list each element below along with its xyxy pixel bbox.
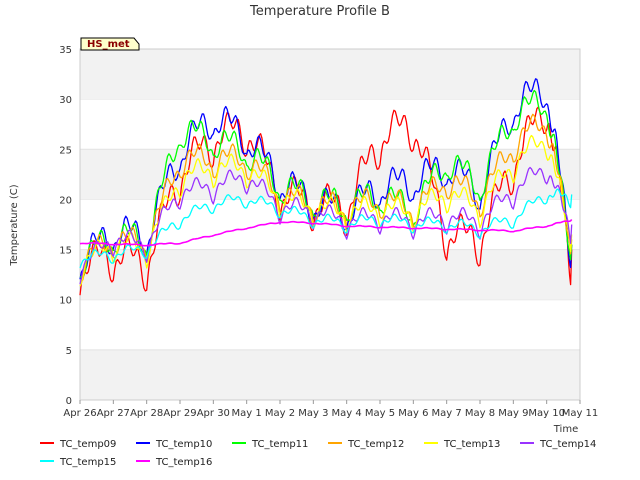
legend-entry: TC_temp10 <box>155 439 212 450</box>
y-tick-label: 20 <box>59 195 72 206</box>
series-line-tc-temp15 <box>79 188 573 269</box>
x-tick-label: Apr 29 <box>163 408 196 419</box>
legend-entry: TC_temp13 <box>443 439 500 450</box>
hs-met-label: HS_met <box>87 39 130 50</box>
x-tick-label: May 9 <box>498 408 528 419</box>
plot-frame <box>79 48 581 401</box>
legend-entry: TC_temp12 <box>347 439 404 450</box>
series-line-tc-temp14 <box>79 166 573 285</box>
x-tick-label: May 6 <box>398 408 428 419</box>
x-tick-label: Apr 30 <box>197 408 230 419</box>
series-line-tc-temp13 <box>79 134 573 287</box>
x-tick-label: May 11 <box>562 408 599 419</box>
x-tick-label: May 3 <box>298 408 328 419</box>
y-tick-label: 35 <box>59 45 72 56</box>
legend: TC_temp09 TC_temp10 TC_temp11 TC_temp12 TC_t… <box>40 439 596 468</box>
y-tick-label: 10 <box>59 296 72 307</box>
x-axis: Apr 26 Apr 27 Apr 28 Apr 29 Apr 30 May 1 May 2… <box>63 400 598 419</box>
legend-entry: TC_temp14 <box>539 439 596 450</box>
series-line-tc-temp16 <box>79 219 573 247</box>
y-tick-label: 0 <box>66 396 72 407</box>
legend-entry: TC_temp16 <box>155 457 212 468</box>
chart-title: Temperature Profile B <box>249 4 390 19</box>
grid-band <box>80 349 580 400</box>
grid-band <box>80 49 580 100</box>
legend-entry: TC_temp09 <box>59 439 116 450</box>
y-tick-label: 25 <box>59 145 72 156</box>
x-tick-label: May 10 <box>528 408 565 419</box>
x-tick-label: Apr 28 <box>130 408 163 419</box>
x-axis-label: Time <box>553 424 578 435</box>
legend-entry: TC_temp15 <box>59 457 116 468</box>
grid-band <box>80 249 580 300</box>
x-tick-label: May 2 <box>265 408 295 419</box>
y-tick-label: 5 <box>66 346 72 357</box>
series-line-tc-temp09 <box>79 106 573 296</box>
y-axis: 0 5 10 15 20 25 30 35 <box>59 45 72 407</box>
y-tick-label: 15 <box>59 246 72 257</box>
y-axis-label: Temperature (C) <box>9 184 20 266</box>
x-tick-label: Apr 27 <box>97 408 130 419</box>
x-tick-label: May 4 <box>332 408 362 419</box>
x-tick-label: May 7 <box>432 408 462 419</box>
legend-entry: TC_temp11 <box>251 439 308 450</box>
x-tick-label: May 5 <box>365 408 395 419</box>
series-lines <box>79 78 573 296</box>
y-tick-label: 30 <box>59 95 72 106</box>
hs-met-badge: HS_met <box>80 37 140 51</box>
x-tick-label: May 1 <box>232 408 262 419</box>
x-tick-label: Apr 26 <box>63 408 96 419</box>
x-tick-label: May 8 <box>465 408 495 419</box>
